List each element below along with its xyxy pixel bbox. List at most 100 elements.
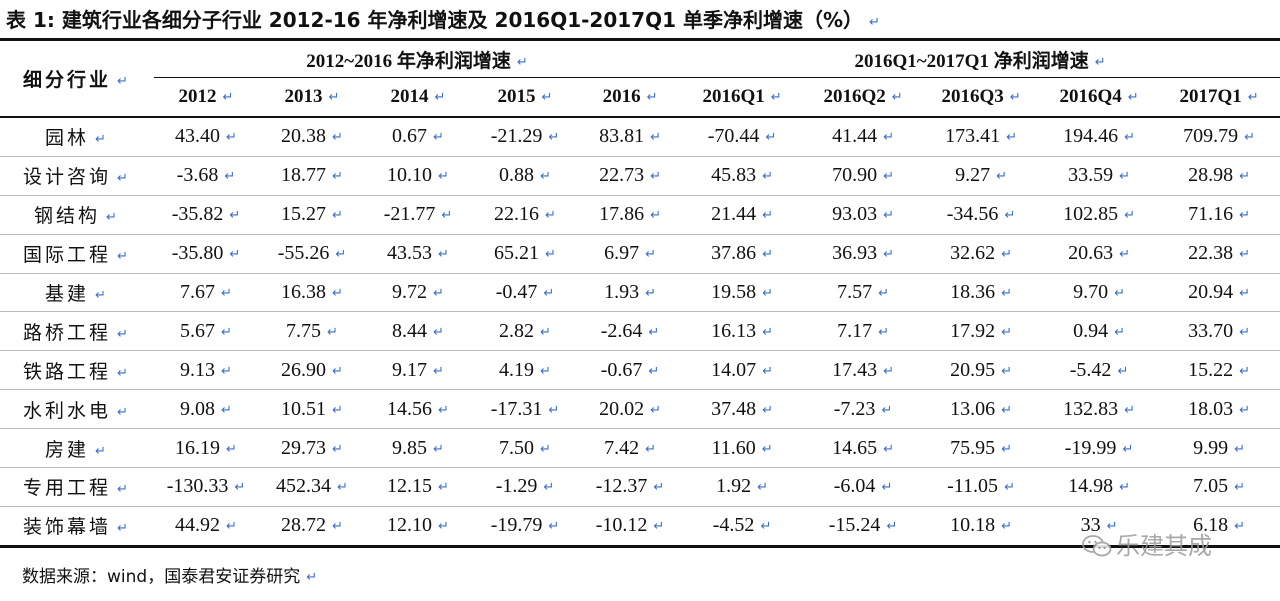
value-text: -35.82 xyxy=(171,203,224,226)
value-text: 1.92 xyxy=(716,475,752,498)
value-cell: 17.43 ↵ xyxy=(804,351,922,390)
value-cell: -21.77 ↵ xyxy=(366,195,470,234)
value-cell: -0.47 ↵ xyxy=(470,273,580,312)
return-arrow-icon: ↵ xyxy=(878,324,890,340)
return-arrow-icon: ↵ xyxy=(1001,363,1013,379)
category-label: 园林 xyxy=(45,127,90,150)
return-arrow-icon: ↵ xyxy=(541,90,553,105)
value-text: -0.67 xyxy=(600,358,643,381)
return-arrow-icon: ↵ xyxy=(886,519,898,535)
value-cell: -4.52 ↵ xyxy=(680,506,804,546)
return-arrow-icon: ↵ xyxy=(1239,247,1251,263)
category-cell: 专用工程 ↵ xyxy=(0,468,154,507)
value-text: 26.90 xyxy=(281,358,327,381)
value-cell: 0.67 ↵ xyxy=(366,117,470,156)
value-text: 37.48 xyxy=(711,397,757,420)
value-text: -19.99 xyxy=(1064,436,1117,459)
value-text: 9.85 xyxy=(392,436,428,459)
value-cell: -130.33 ↵ xyxy=(154,468,258,507)
category-label: 基建 xyxy=(45,283,90,305)
value-text: 9.27 xyxy=(955,164,991,187)
value-text: 18.36 xyxy=(950,281,996,303)
value-text: 33.70 xyxy=(1188,319,1234,342)
return-arrow-icon: ↵ xyxy=(762,169,774,185)
value-cell: 7.67 ↵ xyxy=(154,273,258,312)
value-cell: -2.64 ↵ xyxy=(580,312,680,351)
return-arrow-icon: ↵ xyxy=(1114,324,1126,340)
return-arrow-icon: ↵ xyxy=(543,286,555,301)
value-text: 22.38 xyxy=(1188,242,1234,265)
value-cell: 1.92 ↵ xyxy=(680,468,804,507)
return-arrow-icon: ↵ xyxy=(1234,519,1246,535)
value-text: 22.16 xyxy=(494,203,540,226)
return-arrow-icon: ↵ xyxy=(1119,169,1131,185)
return-arrow-icon: ↵ xyxy=(881,480,893,496)
value-cell: 75.95 ↵ xyxy=(922,429,1040,468)
value-cell: 28.72 ↵ xyxy=(258,506,366,546)
category-label: 装饰幕墙 xyxy=(23,516,112,539)
value-cell: 15.22 ↵ xyxy=(1158,351,1280,390)
value-text: 15.27 xyxy=(281,203,327,226)
return-arrow-icon: ↵ xyxy=(540,441,551,457)
return-arrow-icon: ↵ xyxy=(881,402,893,418)
return-arrow-icon: ↵ xyxy=(221,363,232,379)
category-label: 设计咨询 xyxy=(23,166,112,189)
value-text: 2.82 xyxy=(499,319,535,342)
table-row: 国际工程 ↵ -35.80 ↵ -55.26 ↵ 43.53 ↵ 65.21 ↵ 6.97 ↵ 37.8… xyxy=(0,234,1280,274)
value-text: 20.02 xyxy=(599,397,645,420)
return-arrow-icon: ↵ xyxy=(434,90,446,105)
value-cell: 33.59 ↵ xyxy=(1040,156,1158,195)
return-arrow-icon: ↵ xyxy=(653,480,665,496)
value-cell: 9.13 ↵ xyxy=(154,351,258,390)
return-arrow-icon: ↵ xyxy=(645,247,656,263)
value-cell: 20.38 ↵ xyxy=(258,117,366,156)
value-cell: 709.79 ↵ xyxy=(1158,117,1280,156)
value-cell: 9.08 ↵ xyxy=(154,390,258,429)
category-label: 国际工程 xyxy=(23,244,112,267)
value-cell: 7.17 ↵ xyxy=(804,312,922,351)
value-text: 9.99 xyxy=(1193,436,1229,459)
return-arrow-icon: ↵ xyxy=(1127,90,1139,105)
value-text: 102.85 xyxy=(1063,203,1119,226)
return-arrow-icon: ↵ xyxy=(1239,324,1251,340)
source-note-text: 数据来源：wind，国泰君安证券研究 xyxy=(22,567,301,587)
value-cell: 13.06 ↵ xyxy=(922,390,1040,429)
value-cell: 5.67 ↵ xyxy=(154,312,258,351)
return-arrow-icon: ↵ xyxy=(328,90,340,105)
column-header-label: 2016Q2 xyxy=(823,86,886,107)
table-row: 水利水电 ↵ 9.08 ↵ 10.51 ↵ 14.56 ↵ -17.31 ↵ 20.02 ↵ 37.48… xyxy=(0,390,1280,429)
table-row: 房建 ↵ 16.19 ↵ 29.73 ↵ 9.85 ↵ 7.50 ↵ 7.42 ↵ 11.60 ↵ 14.6… xyxy=(0,429,1280,468)
value-text: -5.42 xyxy=(1069,358,1112,381)
value-cell: 12.10 ↵ xyxy=(366,506,470,546)
return-arrow-icon: ↵ xyxy=(1234,480,1246,496)
return-arrow-icon: ↵ xyxy=(332,208,343,224)
value-cell: 41.44 ↵ xyxy=(804,117,922,156)
return-arrow-icon: ↵ xyxy=(653,519,665,535)
value-cell: 12.15 ↵ xyxy=(366,468,470,507)
return-arrow-icon: ↵ xyxy=(548,402,560,418)
value-text: 0.88 xyxy=(499,164,535,187)
value-cell: -70.44 ↵ xyxy=(680,117,804,156)
return-arrow-icon: ↵ xyxy=(433,324,444,340)
value-text: -21.77 xyxy=(383,203,436,226)
value-text: 11.60 xyxy=(711,436,756,459)
value-cell: -10.12 ↵ xyxy=(580,506,680,546)
group-header-annual: 2012~2016 年净利润增速 ↵ xyxy=(154,40,680,78)
value-text: 20.63 xyxy=(1068,242,1114,265)
value-cell: 33.70 ↵ xyxy=(1158,312,1280,351)
value-text: -6.04 xyxy=(833,475,876,498)
value-text: 12.15 xyxy=(387,475,433,498)
value-cell: 9.70 ↵ xyxy=(1040,273,1158,312)
return-arrow-icon: ↵ xyxy=(1239,402,1251,418)
value-cell: 9.85 ↵ xyxy=(366,429,470,468)
value-text: 16.13 xyxy=(711,319,757,342)
category-cell: 国际工程 ↵ xyxy=(0,234,154,273)
value-cell: 9.27 ↵ xyxy=(922,156,1040,195)
value-text: -3.68 xyxy=(176,164,219,187)
return-arrow-icon: ↵ xyxy=(433,130,444,146)
return-arrow-icon: ↵ xyxy=(543,480,555,496)
value-text: 9.13 xyxy=(180,358,216,381)
column-header-label: 2013 xyxy=(284,86,323,107)
return-arrow-icon: ↵ xyxy=(438,480,449,496)
value-cell: 37.86 ↵ xyxy=(680,234,804,273)
